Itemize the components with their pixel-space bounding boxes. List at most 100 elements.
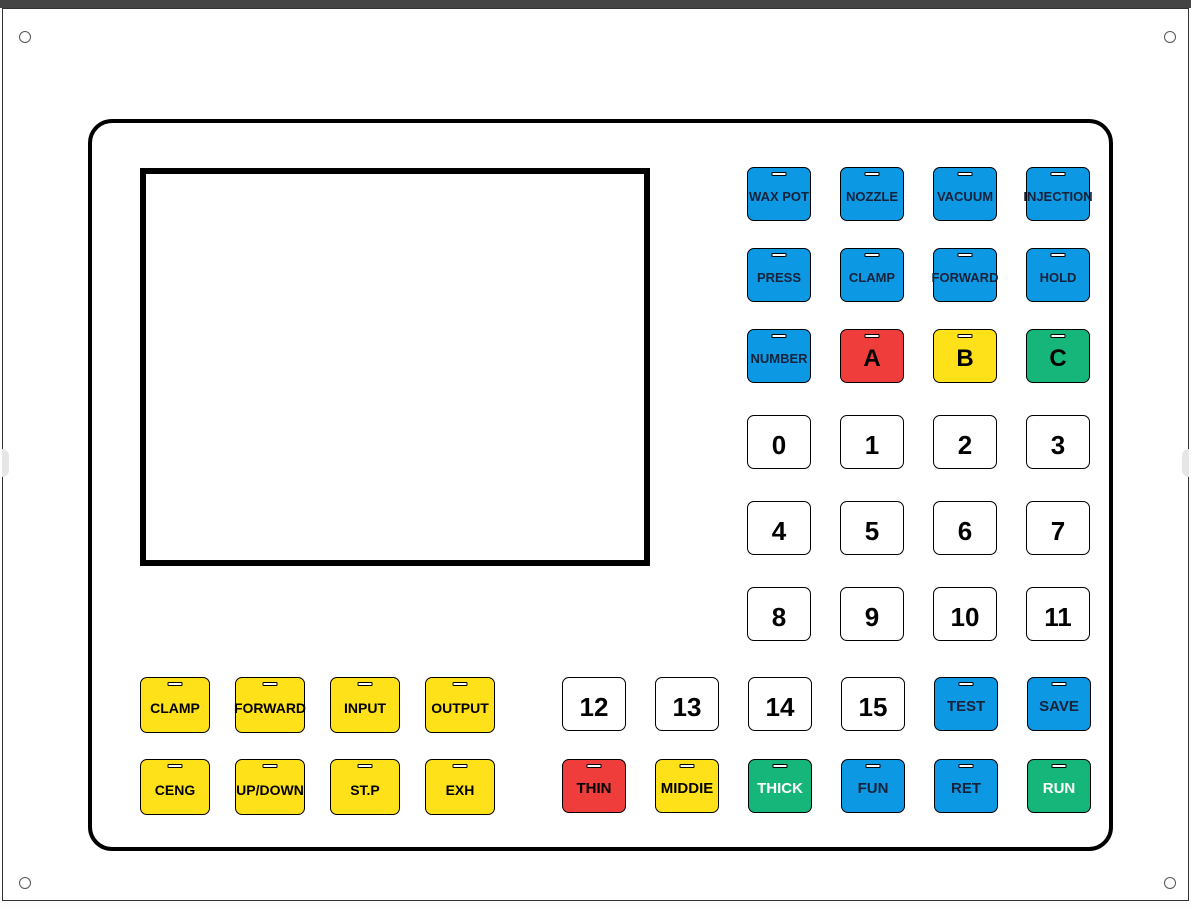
- exh-button[interactable]: EXH: [425, 759, 495, 815]
- led-indicator: [959, 682, 974, 686]
- num-11-button[interactable]: 11: [1026, 587, 1090, 641]
- led-indicator: [1052, 682, 1067, 686]
- forward-t-button[interactable]: FORWARD: [933, 248, 997, 302]
- button-label: RUN: [1043, 776, 1076, 796]
- led-indicator: [865, 172, 880, 176]
- button-label: FORWARD: [932, 266, 999, 284]
- button-label: 2: [958, 427, 972, 458]
- led-indicator: [959, 764, 974, 768]
- button-label: TEST: [947, 694, 985, 714]
- led-indicator: [773, 764, 788, 768]
- clamp-t-button[interactable]: CLAMP: [840, 248, 904, 302]
- led-indicator: [168, 682, 183, 686]
- st-p-button[interactable]: ST.P: [330, 759, 400, 815]
- num-14-button[interactable]: 14: [748, 677, 812, 731]
- button-label: MIDDIE: [661, 776, 714, 796]
- button-label: 15: [859, 689, 888, 720]
- num-12-button[interactable]: 12: [562, 677, 626, 731]
- led-indicator: [587, 764, 602, 768]
- button-label: B: [956, 342, 973, 371]
- mode-c-button[interactable]: C: [1026, 329, 1090, 383]
- button-label: FUN: [858, 776, 889, 796]
- button-label: 10: [951, 599, 980, 630]
- led-indicator: [453, 682, 468, 686]
- num-3-button[interactable]: 3: [1026, 415, 1090, 469]
- button-label: NOZZLE: [846, 185, 898, 203]
- button-label: 6: [958, 513, 972, 544]
- num-4-button[interactable]: 4: [747, 501, 811, 555]
- button-label: 13: [673, 689, 702, 720]
- up-down-button[interactable]: UP/DOWN: [235, 759, 305, 815]
- number-button[interactable]: NUMBER: [747, 329, 811, 383]
- button-label: INJECTION: [1023, 185, 1092, 203]
- num-8-button[interactable]: 8: [747, 587, 811, 641]
- clamp-b-button[interactable]: CLAMP: [140, 677, 210, 733]
- drawing-sheet: WAX POT NOZZLE VACUUM INJECTION PRESS CLAMP FO…: [2, 8, 1189, 901]
- forward-b-button[interactable]: FORWARD: [235, 677, 305, 733]
- led-indicator: [958, 253, 973, 257]
- led-indicator: [772, 253, 787, 257]
- num-13-button[interactable]: 13: [655, 677, 719, 731]
- button-label: EXH: [446, 778, 475, 797]
- button-label: 11: [1044, 599, 1072, 630]
- num-10-button[interactable]: 10: [933, 587, 997, 641]
- vacuum-button[interactable]: VACUUM: [933, 167, 997, 221]
- button-label: C: [1049, 342, 1066, 371]
- led-indicator: [263, 764, 278, 768]
- num-6-button[interactable]: 6: [933, 501, 997, 555]
- button-label: 8: [772, 599, 786, 630]
- mounting-screw-0: [19, 31, 31, 43]
- num-7-button[interactable]: 7: [1026, 501, 1090, 555]
- led-indicator: [865, 253, 880, 257]
- nozzle-button[interactable]: NOZZLE: [840, 167, 904, 221]
- button-label: 14: [766, 689, 795, 720]
- injection-button[interactable]: INJECTION: [1026, 167, 1090, 221]
- led-indicator: [1052, 764, 1067, 768]
- output-button[interactable]: OUTPUT: [425, 677, 495, 733]
- num-15-button[interactable]: 15: [841, 677, 905, 731]
- led-indicator: [772, 334, 787, 338]
- test-button[interactable]: TEST: [934, 677, 998, 731]
- fun-button[interactable]: FUN: [841, 759, 905, 813]
- thin-button[interactable]: THIN: [562, 759, 626, 813]
- mounting-screw-2: [19, 877, 31, 889]
- button-label: A: [863, 342, 880, 371]
- num-1-button[interactable]: 1: [840, 415, 904, 469]
- button-label: NUMBER: [750, 347, 807, 365]
- ceng-button[interactable]: CENG: [140, 759, 210, 815]
- run-button[interactable]: RUN: [1027, 759, 1091, 813]
- num-0-button[interactable]: 0: [747, 415, 811, 469]
- middie-button[interactable]: MIDDIE: [655, 759, 719, 813]
- save-button[interactable]: SAVE: [1027, 677, 1091, 731]
- led-indicator: [1051, 253, 1066, 257]
- button-label: THICK: [757, 776, 803, 796]
- mode-a-button[interactable]: A: [840, 329, 904, 383]
- button-label: 4: [772, 513, 786, 544]
- input-button[interactable]: INPUT: [330, 677, 400, 733]
- control-panel: WAX POT NOZZLE VACUUM INJECTION PRESS CLAMP FO…: [88, 119, 1113, 851]
- button-label: 5: [865, 513, 879, 544]
- button-label: PRESS: [757, 266, 801, 284]
- led-indicator: [958, 334, 973, 338]
- led-indicator: [680, 764, 695, 768]
- button-label: VACUUM: [937, 185, 993, 203]
- press-button[interactable]: PRESS: [747, 248, 811, 302]
- button-label: RET: [951, 776, 981, 796]
- mode-b-button[interactable]: B: [933, 329, 997, 383]
- num-9-button[interactable]: 9: [840, 587, 904, 641]
- button-label: CLAMP: [849, 266, 895, 284]
- led-indicator: [358, 682, 373, 686]
- wax-pot-button[interactable]: WAX POT: [747, 167, 811, 221]
- ret-button[interactable]: RET: [934, 759, 998, 813]
- button-label: 3: [1051, 427, 1065, 458]
- led-indicator: [168, 764, 183, 768]
- num-5-button[interactable]: 5: [840, 501, 904, 555]
- button-label: 7: [1051, 513, 1065, 544]
- thick-button[interactable]: THICK: [748, 759, 812, 813]
- led-indicator: [1051, 334, 1066, 338]
- num-2-button[interactable]: 2: [933, 415, 997, 469]
- mounting-screw-1: [1164, 31, 1176, 43]
- button-label: FORWARD: [234, 696, 306, 715]
- led-indicator: [772, 172, 787, 176]
- hold-button[interactable]: HOLD: [1026, 248, 1090, 302]
